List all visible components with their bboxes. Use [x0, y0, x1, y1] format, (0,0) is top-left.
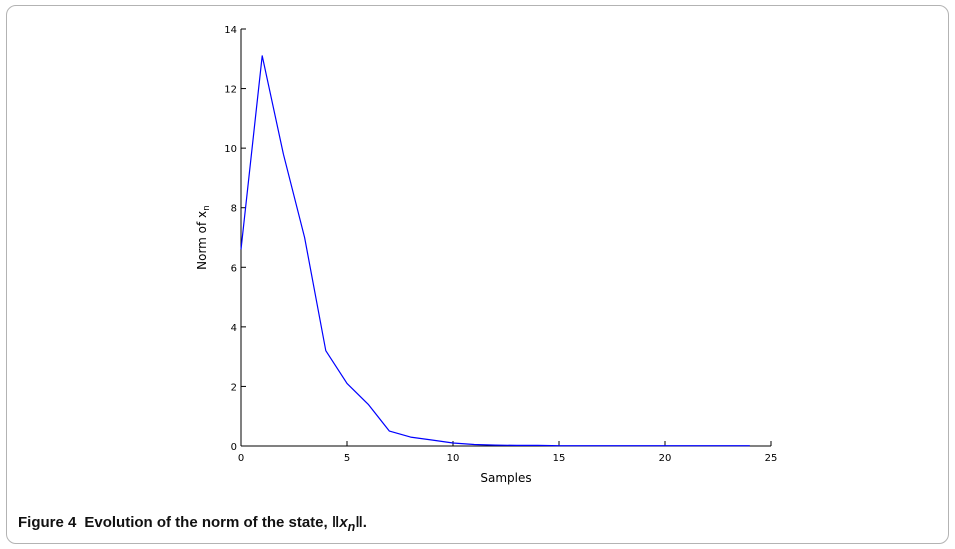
- y-tick-label: 12: [224, 85, 237, 96]
- x-tick-label: 5: [344, 453, 350, 464]
- y-axis-label-sub: n: [202, 205, 212, 211]
- figure-caption: Figure 4 Evolution of the norm of the sta…: [18, 514, 367, 534]
- y-axis-label-base: Norm of x: [195, 211, 209, 270]
- caption-norm-var: x: [339, 514, 348, 531]
- y-tick-label: 14: [224, 25, 237, 36]
- y-tick-label: 10: [224, 144, 237, 155]
- x-tick-label: 25: [765, 453, 778, 464]
- y-tick-label: 4: [231, 323, 237, 334]
- y-tick-label: 8: [231, 204, 237, 215]
- caption-text: Evolution of the norm of the state,: [84, 514, 332, 531]
- caption-norm-close: ‖: [355, 514, 363, 531]
- data-marks: [240, 55, 750, 447]
- caption-norm-open: ‖: [331, 514, 340, 531]
- caption-label: Figure 4: [18, 514, 77, 531]
- x-tick-label: 20: [659, 453, 672, 464]
- x-tick-label: 0: [238, 453, 244, 464]
- axes: [240, 29, 771, 447]
- x-tick-label: 10: [447, 453, 460, 464]
- figure-frame: [6, 5, 949, 544]
- y-tick-label: 0: [231, 442, 237, 453]
- ticks: 0 5 10 15 20 25 0 2 4 6 8 10 12 14: [224, 25, 777, 464]
- x-tick-label: 15: [553, 453, 566, 464]
- x-axis-label: Samples: [480, 471, 531, 485]
- y-tick-label: 6: [231, 263, 237, 274]
- y-axis-label: Norm of xn: [195, 205, 212, 270]
- y-tick-label: 2: [231, 382, 237, 393]
- caption-end: .: [362, 514, 367, 531]
- caption-norm-sub: n: [347, 520, 356, 534]
- series-line: [240, 55, 750, 447]
